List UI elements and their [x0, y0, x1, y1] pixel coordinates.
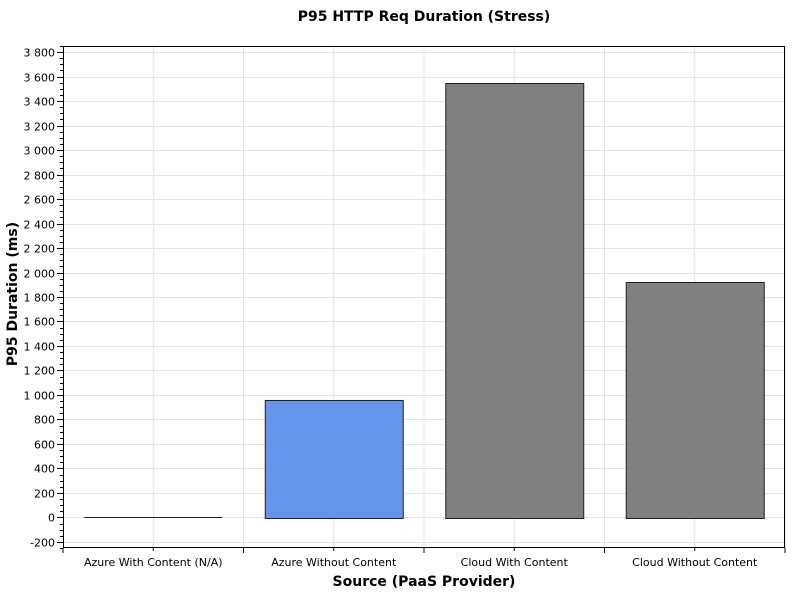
chart-title: P95 HTTP Req Duration (Stress)	[297, 9, 551, 25]
y-tick-label: 2 000	[24, 268, 56, 281]
x-tick-label: Azure With Content (N/A)	[84, 556, 223, 569]
y-tick-label: 3 000	[24, 145, 56, 158]
bar	[445, 83, 585, 519]
x-tick-label: Cloud With Content	[461, 556, 569, 569]
y-tick-label: 1 800	[24, 292, 56, 305]
y-tick-label: 600	[34, 439, 55, 452]
plot-frame	[63, 46, 785, 548]
bar	[264, 400, 404, 519]
y-tick-label: 2 800	[24, 170, 56, 183]
y-tick-label: 2 600	[24, 194, 56, 207]
y-tick-label: -200	[30, 537, 55, 550]
y-tick-label: 0	[48, 512, 55, 525]
y-tick-label: 1 000	[24, 390, 56, 403]
x-tick-label: Cloud Without Content	[632, 556, 758, 569]
y-tick-label: 800	[34, 414, 55, 427]
y-tick-label: 400	[34, 463, 55, 476]
x-axis-label: Source (PaaS Provider)	[332, 574, 516, 590]
y-tick-label: 3 200	[24, 121, 56, 134]
y-tick-label: 2 200	[24, 243, 56, 256]
x-tick-label: Azure Without Content	[271, 556, 397, 569]
y-tick-label: 3 400	[24, 96, 56, 109]
y-tick-label: 1 400	[24, 341, 56, 354]
bar	[625, 282, 765, 519]
y-tick-label: 3 800	[24, 47, 56, 60]
y-tick-label: 200	[34, 488, 55, 501]
y-tick-label: 1 600	[24, 316, 56, 329]
y-tick-label: 1 200	[24, 365, 56, 378]
y-tick-label: 3 600	[24, 72, 56, 85]
y-tick-label: 2 400	[24, 219, 56, 232]
